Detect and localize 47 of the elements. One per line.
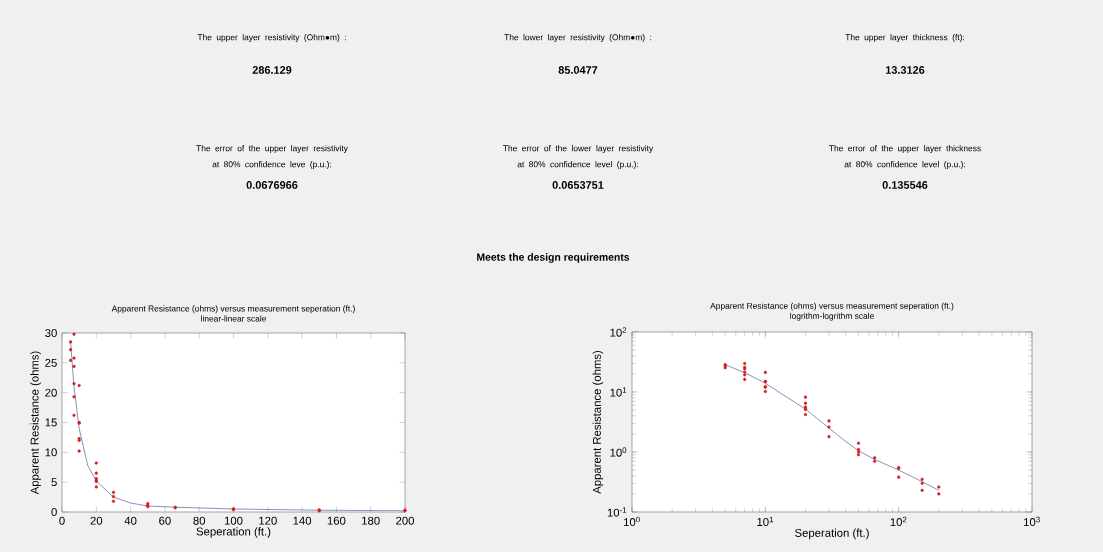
x-tick-label: 10$^{3}$ [1024, 516, 1040, 527]
y-tick-label: 25 [45, 358, 57, 367]
x-axis-title: Seperation (ft.) [196, 527, 271, 538]
text: 0.0653751 [552, 181, 604, 189]
text: The error of the upper layer thickness at 80% confidence level (p.u.): [829, 145, 981, 169]
y-tick-label: 20 [45, 388, 57, 397]
y-tick-label: 10$^{0}$ [610, 447, 627, 457]
y-axis-title: Apparent Resistance (ohms) [592, 350, 604, 494]
y-tick-label: 10$^{-1}$ [607, 507, 627, 517]
text: 0.0676966 [246, 181, 298, 189]
x-tick-label: 0 [59, 516, 65, 525]
y-tick-label: 5 [51, 478, 57, 487]
y-tick-label: 10 [45, 448, 57, 457]
chart-subtitle: logrithm-logrithm scale [790, 312, 874, 321]
text: 0.135546 [882, 181, 928, 189]
chart-subtitle: linear-linear scale [201, 315, 267, 322]
text: The error of the upper layer resistivity at 80% confidence leve (p.u.): [196, 145, 348, 169]
x-axis-title: Seperation (ft.) [795, 528, 869, 540]
x-tick-label: 120 [259, 516, 277, 525]
text: The error of the lower layer resistivity at 80% confidence level (p.u.): [503, 145, 654, 169]
chart-title: Apparent Resistance (ohms) versus measurement seperation (ft.) [710, 302, 954, 311]
y-axis-title: Apparent Resistance (ohms) [30, 351, 41, 495]
x-tick-label: 100 [224, 516, 243, 525]
y-tick-label: 30 [45, 328, 57, 337]
y-tick-label: 10$^{2}$ [610, 327, 627, 337]
chart-title: Apparent Resistance (ohms) versus measurement seperation (ft.) [111, 305, 355, 314]
text: 286.129 [252, 66, 292, 74]
x-tick-label: 60 [159, 516, 171, 525]
y-tick-label: 10$^{1}$ [610, 387, 627, 397]
text: The upper layer thickness (ft): [845, 34, 964, 42]
x-tick-label: 200 [396, 516, 415, 525]
text: Meets the design requirements [477, 253, 630, 263]
x-tick-label: 180 [362, 516, 380, 525]
y-tick-label: 15 [45, 418, 57, 427]
y-tick-label: 0 [51, 507, 57, 516]
x-tick-label: 140 [293, 516, 312, 525]
x-tick-label: 10$^{0}$ [624, 516, 640, 527]
text: 85.0477 [558, 66, 598, 74]
text: The upper layer resistivity (Ohm●m) : [197, 34, 346, 42]
text: 13.3126 [885, 66, 925, 74]
x-tick-label: 160 [327, 516, 346, 525]
x-tick-label: 80 [193, 516, 206, 525]
x-tick-label: 40 [124, 516, 137, 525]
x-tick-label: 20 [90, 516, 103, 525]
text: The lower layer resistivity (Ohm●m) : [504, 34, 652, 42]
x-tick-label: 10$^{1}$ [757, 516, 774, 527]
x-tick-label: 10$^{2}$ [890, 516, 907, 527]
